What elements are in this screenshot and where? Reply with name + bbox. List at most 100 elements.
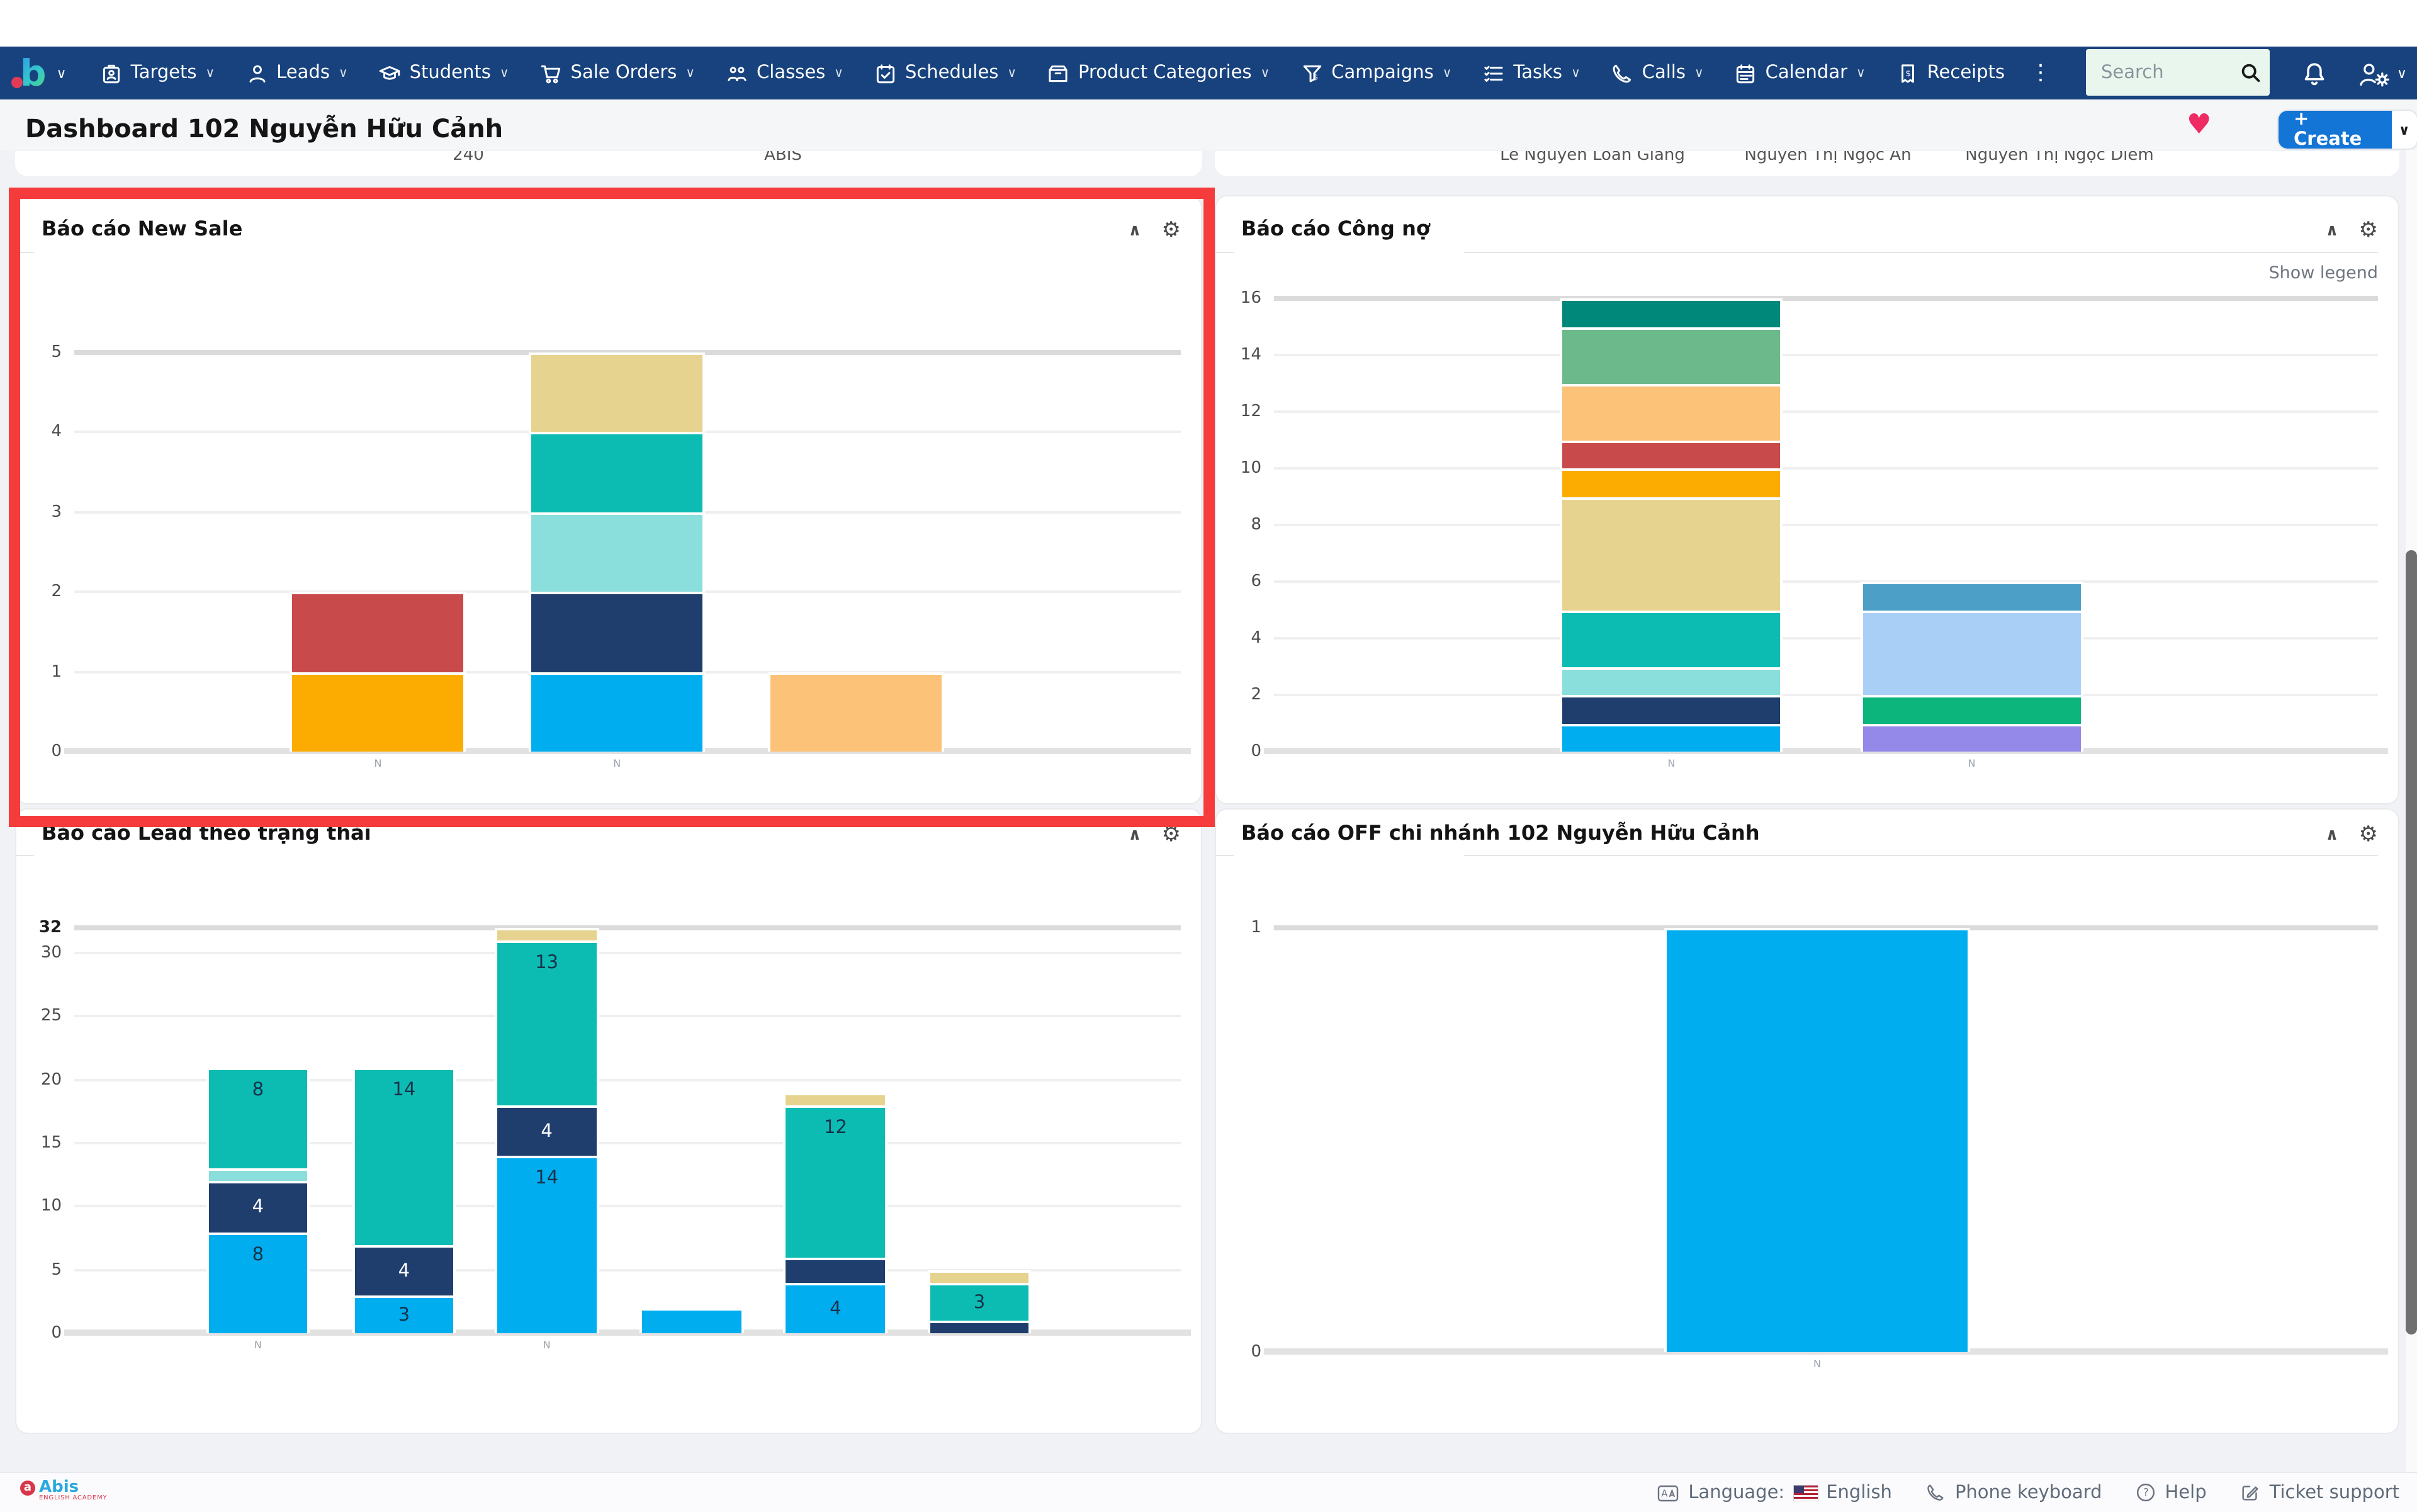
bar-lead-2[interactable]: 3 4 14 xyxy=(352,928,456,1333)
nav-item-calendar[interactable]: Calendar ∨ xyxy=(1719,61,1881,85)
language-switcher[interactable]: A Language: English xyxy=(1657,1481,1892,1504)
create-button[interactable]: + Create ∨ xyxy=(2279,110,2417,150)
gridline xyxy=(1274,467,2378,470)
bar-segment[interactable] xyxy=(927,1320,1032,1333)
bar-segment[interactable]: 14 xyxy=(495,1156,599,1333)
notifications-bell-icon[interactable] xyxy=(2300,59,2329,87)
nav-item-students[interactable]: Students ∨ xyxy=(363,61,524,85)
bar-new_sale-3[interactable] xyxy=(768,353,944,752)
bar-segment[interactable] xyxy=(529,672,706,752)
language-value[interactable]: English xyxy=(1826,1482,1892,1503)
bar-segment[interactable] xyxy=(290,592,466,672)
bar-segment[interactable]: 4 xyxy=(783,1282,888,1333)
collapse-panel-icon[interactable]: ∧ xyxy=(1128,825,1142,844)
nav-item-sale-orders[interactable]: Sale Orders ∨ xyxy=(524,61,711,85)
brand-mark-icon: a xyxy=(20,1481,35,1496)
bar-segment[interactable] xyxy=(1560,667,1783,695)
bar-lead-5[interactable]: 4 12 xyxy=(783,928,888,1333)
bar-cong_no-2[interactable]: N xyxy=(1860,298,2083,769)
bar-segment[interactable] xyxy=(1560,723,1783,752)
bar-segment[interactable] xyxy=(1860,610,2083,695)
search-icon[interactable] xyxy=(2240,61,2262,84)
collapse-panel-icon[interactable]: ∧ xyxy=(2325,825,2339,844)
ticket-support-link[interactable]: Ticket support xyxy=(2240,1482,2399,1503)
bar-segment[interactable] xyxy=(1664,928,1969,1352)
bar-segment[interactable] xyxy=(1560,497,1783,610)
user-settings-icon[interactable]: ∨ xyxy=(2357,59,2407,87)
bar-segment[interactable] xyxy=(927,1270,1032,1283)
favorite-heart-icon[interactable]: ♥ xyxy=(2187,110,2212,141)
help-link[interactable]: ? Help xyxy=(2135,1482,2207,1503)
create-button-label[interactable]: + Create xyxy=(2279,110,2392,150)
search-input[interactable] xyxy=(2086,62,2240,82)
nav-item-receipts[interactable]: $ Receipts xyxy=(1881,61,2020,85)
scrollbar-thumb[interactable] xyxy=(2406,550,2417,1334)
nav-item-calls[interactable]: Calls ∨ xyxy=(1596,61,1719,85)
bar-segment[interactable] xyxy=(1560,327,1783,383)
gear-icon[interactable]: ⚙ xyxy=(1161,822,1181,847)
bar-off-1[interactable]: N xyxy=(1664,928,1969,1370)
bar-lead-1[interactable]: 8 4 8 N xyxy=(206,928,310,1351)
divider xyxy=(16,855,34,856)
bar-segment[interactable] xyxy=(639,1307,744,1333)
bar-segment[interactable] xyxy=(206,1168,310,1182)
bar-segment[interactable] xyxy=(1560,610,1783,667)
bar-segment[interactable] xyxy=(1560,383,1783,440)
bar-segment[interactable]: 14 xyxy=(352,1067,456,1245)
chevron-down-icon[interactable]: ∨ xyxy=(56,65,67,81)
gear-icon[interactable]: ⚙ xyxy=(1161,218,1181,243)
bar-cong_no-1[interactable]: N xyxy=(1560,298,1783,769)
bar-lead-6[interactable]: 3 xyxy=(927,928,1032,1333)
bar-lead-3[interactable]: 14 4 13 N xyxy=(495,928,599,1351)
bar-segment[interactable] xyxy=(783,1257,888,1283)
bar-segment[interactable] xyxy=(529,512,706,592)
bar-lead-4[interactable] xyxy=(639,928,744,1333)
bar-new_sale-1[interactable]: N xyxy=(290,353,466,769)
bar-segment[interactable] xyxy=(1560,440,1783,468)
bar-segment[interactable] xyxy=(1560,298,1783,327)
show-legend-link[interactable]: Show legend xyxy=(2268,263,2378,283)
bar-segment[interactable] xyxy=(529,353,706,432)
nav-item-tasks[interactable]: Tasks ∨ xyxy=(1467,61,1595,85)
y-tick-label: 4 xyxy=(1251,629,1261,648)
nav-item-product-categories[interactable]: Product Categories ∨ xyxy=(1032,61,1285,85)
bar-segment[interactable] xyxy=(783,1092,888,1105)
bar-segment[interactable] xyxy=(290,672,466,752)
bar-segment[interactable] xyxy=(1860,695,2083,723)
bar-segment[interactable]: 13 xyxy=(495,940,599,1105)
bar-segment[interactable] xyxy=(1860,582,2083,610)
nav-item-leads[interactable]: Leads ∨ xyxy=(230,61,363,85)
bar-segment[interactable] xyxy=(1860,723,2083,752)
bar-segment[interactable] xyxy=(529,592,706,672)
global-search xyxy=(2086,49,2270,96)
gear-icon[interactable]: ⚙ xyxy=(2358,218,2379,243)
x-axis-line xyxy=(64,1329,1191,1336)
bar-segment[interactable] xyxy=(529,432,706,512)
bar-segment[interactable]: 4 xyxy=(495,1105,599,1156)
collapse-panel-icon[interactable]: ∧ xyxy=(2325,221,2339,240)
bar-segment[interactable]: 3 xyxy=(352,1295,456,1333)
bar-new_sale-2[interactable]: N xyxy=(529,353,706,769)
bar-segment[interactable]: 4 xyxy=(352,1244,456,1295)
more-menu-kebab-icon[interactable]: ⋮ xyxy=(2030,60,2052,86)
footer-brand-logo[interactable]: a Abis ENGLISH ACADEMY xyxy=(20,1479,107,1502)
nav-item-classes[interactable]: Classes ∨ xyxy=(710,61,859,85)
nav-item-targets[interactable]: Targets ∨ xyxy=(84,61,230,85)
bar-segment[interactable]: 3 xyxy=(927,1282,1032,1321)
bar-segment[interactable] xyxy=(1560,695,1783,723)
nav-item-schedules[interactable]: Schedules ∨ xyxy=(859,61,1032,85)
create-dropdown-caret[interactable]: ∨ xyxy=(2391,111,2417,149)
bar-segment[interactable] xyxy=(1560,468,1783,497)
bar-segment[interactable] xyxy=(495,928,599,941)
nav-item-campaigns[interactable]: $ Campaigns ∨ xyxy=(1285,61,1467,85)
bar-segment[interactable]: 12 xyxy=(783,1105,888,1258)
bar-segment[interactable]: 4 xyxy=(206,1181,310,1232)
app-logo[interactable]: b ∨ xyxy=(11,54,67,91)
bar-segment[interactable]: 8 xyxy=(206,1067,310,1169)
x-axis-label: Lê Nguyễn Loan Giang xyxy=(1500,151,1685,165)
bar-segment[interactable] xyxy=(768,672,944,752)
gear-icon[interactable]: ⚙ xyxy=(2358,822,2379,847)
phone-keyboard-link[interactable]: Phone keyboard xyxy=(1925,1482,2102,1503)
collapse-panel-icon[interactable]: ∧ xyxy=(1128,221,1142,240)
bar-segment[interactable]: 8 xyxy=(206,1232,310,1333)
